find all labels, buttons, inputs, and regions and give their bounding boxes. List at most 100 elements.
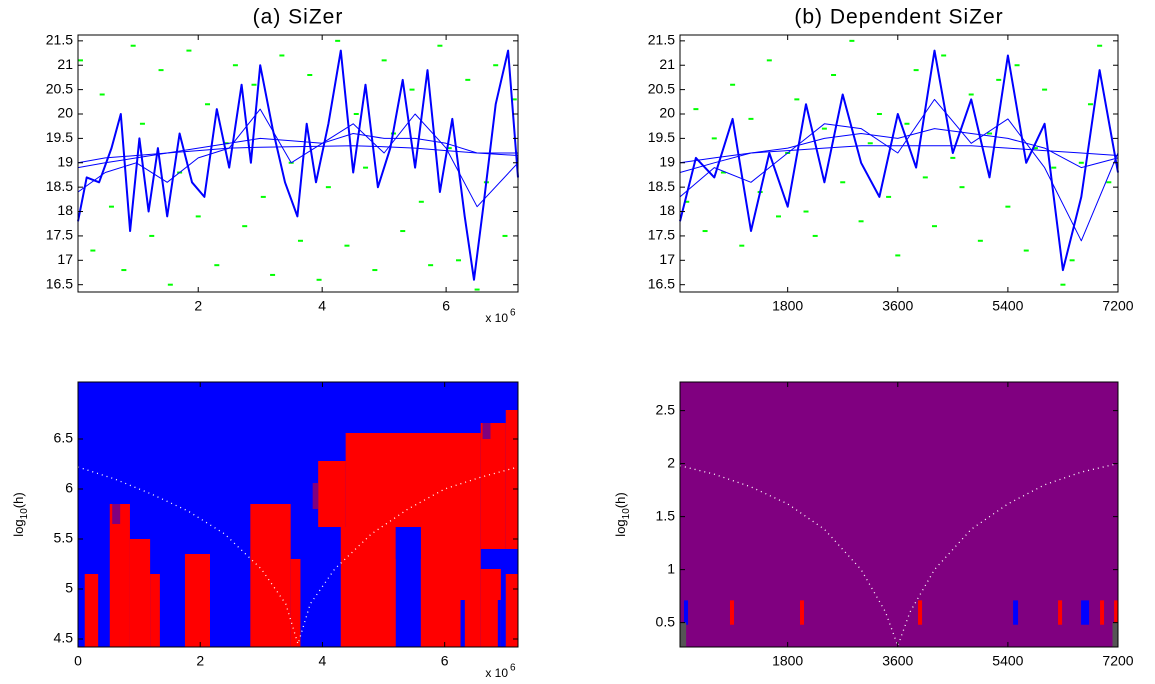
y-tick-label: 2 bbox=[667, 454, 675, 470]
axes-frame bbox=[679, 34, 1119, 293]
axes-frame bbox=[77, 381, 519, 648]
map-cell bbox=[497, 600, 501, 647]
map-cell bbox=[345, 433, 481, 527]
map-cell bbox=[1112, 622, 1118, 647]
y-tick-label: 19.5 bbox=[46, 129, 73, 145]
y-tick-label: 2.5 bbox=[656, 401, 676, 417]
y-axis-label-rest: (h) bbox=[11, 492, 26, 508]
smooth-curve bbox=[679, 98, 1119, 242]
y-tick-label: 19 bbox=[659, 153, 675, 169]
map-cell bbox=[312, 483, 319, 509]
map-cell bbox=[129, 539, 151, 647]
map-cell bbox=[109, 504, 130, 647]
map-cell bbox=[1100, 600, 1105, 625]
map-cell bbox=[290, 559, 301, 647]
smooth-curve bbox=[77, 145, 519, 164]
map-cell bbox=[420, 527, 481, 647]
x-multiplier: x 10 bbox=[485, 311, 508, 325]
x-tick-label: 7200 bbox=[1102, 653, 1133, 669]
axes-frame bbox=[679, 381, 1119, 648]
smooth-curve bbox=[77, 133, 518, 169]
x-multiplier: x 10 bbox=[485, 666, 508, 680]
y-tick-label: 18.5 bbox=[46, 178, 73, 194]
y-tick-label: 5.5 bbox=[54, 530, 74, 546]
map-cell bbox=[184, 554, 210, 647]
map-cell bbox=[84, 574, 99, 647]
map-cell bbox=[800, 600, 804, 625]
y-tick-label: 18 bbox=[659, 202, 675, 218]
map-cell bbox=[918, 600, 923, 625]
y-tick-label: 16.5 bbox=[46, 275, 73, 291]
map-cell bbox=[505, 410, 518, 549]
y-tick-label: 21 bbox=[659, 56, 675, 72]
x-tick-label: 4 bbox=[319, 653, 327, 669]
y-axis-label-base: log bbox=[613, 519, 628, 536]
x-tick-label: 3600 bbox=[882, 298, 913, 314]
map-cell bbox=[1013, 600, 1019, 625]
y-tick-label: 20.5 bbox=[46, 80, 73, 96]
y-tick-label: 6.5 bbox=[54, 430, 74, 446]
map-cell bbox=[232, 600, 237, 647]
axes-frame bbox=[77, 34, 519, 293]
plot-area bbox=[680, 382, 1118, 647]
map-cell bbox=[505, 574, 518, 647]
map-cell bbox=[680, 622, 687, 647]
y-tick-label: 20 bbox=[659, 105, 675, 121]
map-cell bbox=[112, 504, 121, 524]
chart-title: (b) Dependent SiZer bbox=[794, 6, 1003, 29]
y-axis-label: log10(h) bbox=[11, 492, 29, 536]
map-cell bbox=[1058, 600, 1063, 625]
map-cell bbox=[250, 504, 291, 647]
x-tick-label: 6 bbox=[441, 653, 449, 669]
y-tick-label: 21.5 bbox=[46, 32, 73, 48]
x-tick-label: 4 bbox=[318, 298, 326, 314]
x-tick-label: 2 bbox=[194, 298, 202, 314]
y-tick-label: 6 bbox=[65, 480, 73, 496]
x-tick-label: 0 bbox=[74, 653, 82, 669]
map-cell bbox=[482, 423, 491, 439]
map-cell bbox=[480, 423, 506, 549]
smooth-curve bbox=[679, 145, 1119, 164]
y-tick-label: 21.5 bbox=[648, 32, 675, 48]
x-tick-label: 7200 bbox=[1102, 298, 1133, 314]
x-tick-label: 1800 bbox=[772, 298, 803, 314]
y-tick-label: 4.5 bbox=[54, 630, 74, 646]
map-cell bbox=[460, 600, 465, 647]
y-axis-label-base: log bbox=[11, 519, 26, 536]
y-tick-label: 0.5 bbox=[656, 613, 676, 629]
y-tick-label: 20.5 bbox=[648, 80, 675, 96]
y-tick-label: 17 bbox=[659, 251, 675, 267]
x-tick-label: 6 bbox=[442, 298, 450, 314]
x-tick-label: 5400 bbox=[992, 653, 1023, 669]
y-tick-label: 19 bbox=[57, 153, 73, 169]
y-tick-label: 17.5 bbox=[648, 227, 675, 243]
y-tick-label: 18.5 bbox=[648, 178, 675, 194]
x-tick-label: 3600 bbox=[882, 653, 913, 669]
x-tick-label: 2 bbox=[196, 653, 204, 669]
reference-curve bbox=[679, 462, 1119, 648]
map-cell bbox=[318, 461, 346, 527]
map-cell bbox=[1114, 600, 1118, 625]
map-cell bbox=[1081, 600, 1090, 625]
smooth-curve bbox=[77, 49, 519, 281]
map-cell bbox=[175, 600, 180, 647]
y-tick-label: 16.5 bbox=[648, 275, 675, 291]
map-cell bbox=[150, 574, 160, 647]
x-tick-label: 5400 bbox=[992, 298, 1023, 314]
map-cell bbox=[100, 600, 105, 647]
y-axis-label: log10(h) bbox=[613, 492, 631, 536]
map-cell bbox=[330, 600, 335, 647]
x-multiplier-exponent: 6 bbox=[510, 663, 516, 674]
y-tick-label: 17 bbox=[57, 251, 73, 267]
plot-area bbox=[78, 35, 518, 292]
y-axis-label-sub: 10 bbox=[621, 508, 632, 520]
y-tick-label: 17.5 bbox=[46, 227, 73, 243]
y-axis-label-rest: (h) bbox=[613, 492, 628, 508]
y-tick-label: 1 bbox=[667, 560, 675, 576]
y-tick-label: 19.5 bbox=[648, 129, 675, 145]
y-tick-label: 20 bbox=[57, 105, 73, 121]
y-tick-label: 1.5 bbox=[656, 507, 676, 523]
smooth-curve bbox=[77, 108, 519, 208]
